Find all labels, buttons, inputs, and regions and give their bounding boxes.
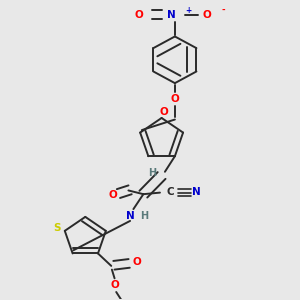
Text: O: O — [134, 10, 143, 20]
Text: H: H — [140, 211, 148, 221]
Text: C: C — [166, 187, 174, 197]
Text: +: + — [185, 5, 191, 14]
Text: N: N — [126, 211, 134, 221]
Text: O: O — [108, 190, 117, 200]
Text: H: H — [148, 168, 156, 178]
Text: -: - — [221, 5, 225, 14]
Text: S: S — [54, 224, 61, 233]
Text: O: O — [202, 10, 211, 20]
Text: N: N — [192, 187, 201, 197]
Text: O: O — [110, 280, 119, 290]
Text: O: O — [170, 94, 179, 104]
Text: O: O — [132, 257, 141, 267]
Text: O: O — [160, 107, 169, 117]
Text: N: N — [167, 10, 176, 20]
